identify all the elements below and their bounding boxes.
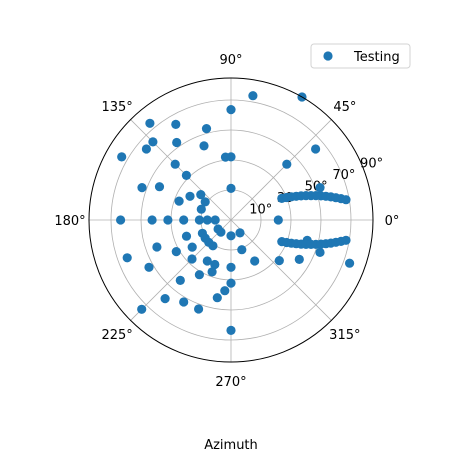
data-point-25 — [194, 215, 204, 225]
data-points — [116, 91, 355, 335]
data-point-34 — [152, 242, 162, 252]
data-point-45 — [122, 253, 132, 263]
data-point-66 — [274, 256, 284, 266]
theta-tick-0: 0° — [385, 214, 400, 229]
data-point-55 — [237, 245, 247, 255]
legend-entry-testing: Testing — [353, 50, 400, 65]
data-point-65 — [294, 254, 304, 264]
data-point-11 — [181, 170, 191, 180]
theta-tick-45: 45° — [333, 100, 356, 115]
data-point-17 — [154, 182, 165, 192]
data-point-46 — [202, 256, 212, 266]
data-point-60 — [210, 259, 220, 270]
data-point-47 — [160, 294, 170, 304]
data-point-57 — [213, 224, 223, 234]
theta-tick-315: 315° — [329, 328, 360, 343]
data-point-82 — [341, 195, 351, 205]
data-point-51 — [226, 231, 236, 241]
data-point-53 — [226, 325, 236, 335]
data-point-67 — [235, 228, 245, 238]
data-point-2 — [226, 105, 236, 115]
data-point-15 — [148, 137, 158, 147]
data-point-38 — [187, 242, 197, 252]
data-point-29 — [174, 196, 184, 206]
tick-labels: 0°45°90°135°180°225°270°315°10°30°50°70°… — [54, 53, 399, 390]
data-point-42 — [175, 275, 185, 285]
radial-tick-70: 70° — [332, 168, 355, 183]
x-axis-label: Azimuth — [204, 438, 258, 453]
legend-marker — [323, 51, 333, 61]
data-point-16 — [145, 118, 155, 128]
data-point-5 — [273, 215, 283, 225]
data-point-83 — [315, 183, 325, 193]
polar-frame — [88, 77, 374, 363]
theta-tick-270: 270° — [215, 375, 246, 390]
legend: Testing — [310, 43, 411, 69]
theta-tick-135: 135° — [101, 100, 132, 115]
theta-tick-90: 90° — [219, 53, 242, 68]
polar-grid — [89, 78, 373, 362]
data-point-50 — [226, 262, 236, 272]
legend-box — [310, 43, 411, 69]
data-point-13 — [201, 124, 212, 134]
theta-tick-180: 180° — [54, 214, 85, 229]
data-point-39 — [187, 254, 197, 264]
data-point-10 — [170, 159, 180, 169]
radial-tick-10: 10° — [249, 203, 272, 218]
data-point-30 — [196, 204, 206, 214]
data-point-41 — [200, 233, 210, 243]
data-point-35 — [171, 247, 181, 257]
data-point-32 — [202, 215, 212, 225]
data-point-58 — [208, 241, 218, 251]
data-point-26 — [185, 191, 195, 201]
data-point-44 — [179, 297, 189, 307]
data-point-14 — [282, 159, 292, 169]
data-point-7 — [226, 183, 236, 193]
data-point-21 — [116, 215, 126, 225]
data-point-33 — [144, 262, 154, 272]
grid-spoke-315 — [230, 219, 332, 321]
data-point-49 — [212, 293, 222, 303]
data-point-59 — [207, 267, 217, 277]
grid-spoke-135 — [130, 119, 232, 221]
data-point-54 — [250, 256, 260, 266]
data-point-12 — [172, 137, 182, 148]
data-point-24 — [179, 215, 189, 225]
data-point-22 — [147, 215, 157, 225]
radial-tick-90: 90° — [360, 157, 383, 172]
data-point-27 — [200, 197, 210, 207]
data-point-52 — [226, 278, 236, 288]
data-point-63 — [315, 247, 325, 257]
data-point-48 — [194, 304, 204, 314]
data-point-20 — [117, 152, 127, 162]
data-point-1 — [248, 91, 258, 101]
data-point-9 — [199, 141, 209, 151]
theta-tick-225: 225° — [101, 328, 132, 343]
data-point-3 — [311, 144, 321, 154]
data-point-43 — [194, 270, 204, 280]
data-point-4 — [171, 119, 181, 129]
data-point-18 — [137, 183, 147, 193]
data-point-68 — [137, 304, 147, 314]
data-point-23 — [163, 215, 173, 225]
data-point-8 — [220, 152, 231, 162]
data-point-19 — [141, 144, 151, 154]
grid-spoke-45 — [230, 119, 332, 221]
data-point-62 — [345, 258, 355, 268]
data-point-28 — [196, 190, 206, 200]
data-point-97 — [341, 235, 351, 245]
data-point-61 — [220, 286, 230, 296]
data-point-36 — [181, 231, 192, 241]
grid-spoke-225 — [130, 219, 232, 321]
data-point-31 — [210, 215, 220, 225]
